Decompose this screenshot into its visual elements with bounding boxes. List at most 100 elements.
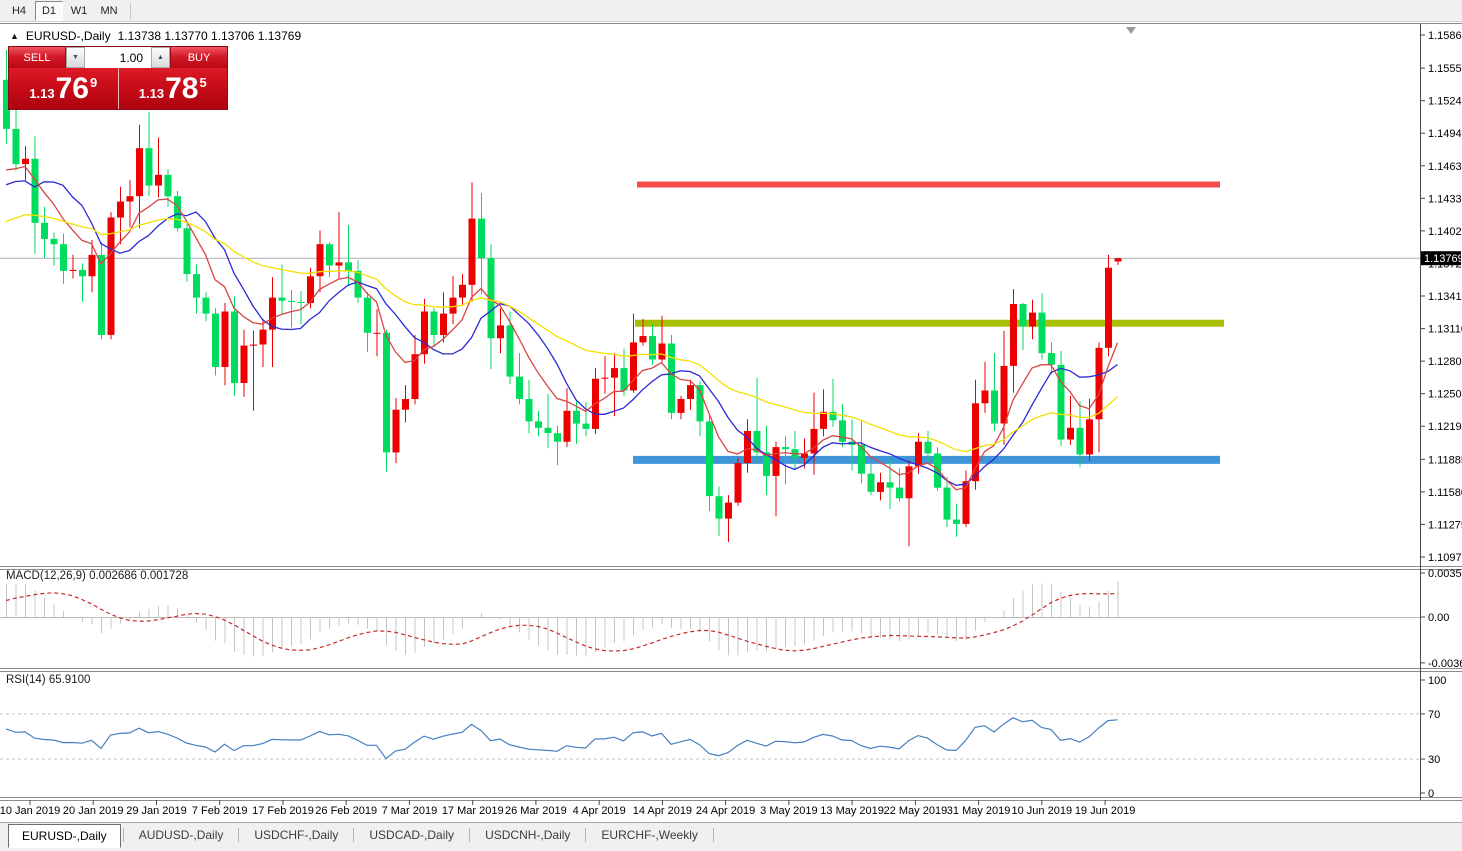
chart-shift-icon[interactable] — [1126, 27, 1136, 34]
sell-price-sup: 9 — [89, 75, 98, 90]
sell-price-big: 76 — [55, 71, 89, 105]
horizontal-level-lines[interactable] — [633, 181, 1224, 464]
price-axis-label: 1.14940 — [1428, 128, 1462, 140]
buy-price-sup: 5 — [199, 75, 207, 90]
date-axis-label: 10 Jan 2019 — [0, 805, 60, 817]
chart-tab-eurchfweekly[interactable]: EURCHF-,Weekly — [601, 828, 698, 842]
ma-line-slow — [5, 214, 1118, 453]
buy-price-display[interactable]: 1.13 78 5 — [119, 68, 228, 109]
macd-signal-line — [5, 592, 1118, 652]
current-price-badge — [1421, 251, 1461, 266]
rsi-pane — [0, 713, 1420, 760]
date-axis-label: 17 Feb 2019 — [252, 805, 314, 817]
chart-tab-usdcaddaily[interactable]: USDCAD-,Daily — [369, 828, 455, 842]
tab-divider — [585, 828, 587, 842]
chart-header: ▲ EURUSD-,Daily 1.13738 1.13770 1.13706 … — [10, 29, 301, 43]
ma-line-fast — [5, 180, 1118, 486]
tab-divider — [238, 828, 240, 842]
rsi-axis-label: 100 — [1428, 675, 1446, 687]
price-axis[interactable]: 1.15860 1.15550 1.15245 1.14940 1.14635 1.143… — [1420, 30, 1462, 564]
timeframe-button-mn[interactable]: MN — [100, 4, 118, 17]
price-axis-label: 1.14635 — [1428, 161, 1462, 173]
price-axis-label: 1.14025 — [1428, 226, 1462, 238]
price-axis-label: 1.15245 — [1428, 96, 1462, 108]
ma-line-medium — [5, 165, 1119, 491]
date-axis-label: 4 Apr 2019 — [573, 805, 626, 817]
price-axis-label: 1.11275 — [1428, 519, 1462, 531]
buy-price-big: 78 — [165, 71, 199, 105]
macd-axis-label: -0.00367 — [1428, 658, 1462, 670]
chart-tab-usdchfdaily[interactable]: USDCHF-,Daily — [254, 828, 339, 842]
svg-text:1.13769: 1.13769 — [1424, 253, 1462, 265]
chart-tab-audusddaily[interactable]: AUDUSD-,Daily — [138, 828, 224, 842]
date-axis-label: 26 Feb 2019 — [315, 805, 377, 817]
rsi-axis-label: 0 — [1428, 788, 1434, 800]
timeframe-button-h4[interactable]: H4 — [11, 4, 27, 17]
date-axis-label: 17 Mar 2019 — [442, 805, 504, 817]
price-axis-label: 1.11885 — [1428, 454, 1462, 466]
sell-button[interactable]: SELL — [9, 47, 65, 68]
date-axis-label: 7 Mar 2019 — [382, 805, 438, 817]
rsi-line — [5, 717, 1118, 760]
date-axis-label: 31 May 2019 — [947, 805, 1011, 817]
price-axis-label: 1.13415 — [1428, 291, 1462, 303]
date-axis-label: 10 Jun 2019 — [1012, 805, 1073, 817]
date-axis-label: 29 Jan 2019 — [126, 805, 187, 817]
volume-increase-button[interactable]: ▲ — [151, 47, 170, 68]
chart-tab-eurusddaily[interactable]: EURUSD-,Daily — [8, 824, 121, 848]
date-axis-label: 19 Jun 2019 — [1075, 805, 1136, 817]
date-axis-label: 13 May 2019 — [820, 805, 884, 817]
sell-price-prefix: 1.13 — [29, 86, 55, 101]
one-click-collapse-icon[interactable]: ▲ — [10, 31, 19, 41]
price-axis-label: 1.11580 — [1428, 487, 1462, 499]
price-axis-label: 1.12195 — [1428, 421, 1462, 433]
tab-divider — [122, 828, 124, 842]
date-axis-label: 24 Apr 2019 — [696, 805, 755, 817]
macd-axis-label: 0.00 — [1428, 612, 1449, 624]
price-axis-label: 1.14330 — [1428, 193, 1462, 205]
date-axis[interactable]: 10 Jan 2019 20 Jan 2019 29 Jan 2019 7 Feb 2… — [0, 800, 1135, 817]
price-axis-label: 1.12500 — [1428, 389, 1462, 401]
chart-window: 1.15860 1.15550 1.15245 1.14940 1.14635 1.143… — [0, 22, 1462, 822]
tab-divider — [469, 828, 471, 842]
rsi-indicator-label: RSI(14) 65.9100 — [6, 674, 91, 686]
timeframe-toolbar: H4 D1 W1 MN — [0, 0, 1462, 22]
rsi-axis: 100 70 30 0 — [1420, 675, 1446, 800]
tab-divider — [712, 828, 714, 842]
price-chart-canvas[interactable]: 1.15860 1.15550 1.15245 1.14940 1.14635 1.143… — [0, 22, 1462, 822]
buy-price-prefix: 1.13 — [138, 86, 165, 101]
date-axis-label: 7 Feb 2019 — [192, 805, 248, 817]
price-axis-label: 1.15550 — [1428, 63, 1462, 75]
timeframe-button-w1[interactable]: W1 — [70, 4, 88, 17]
one-click-trading-panel: SELL ▼ 1.00 ▲ BUY 1.13 76 9 1.13 78 5 — [8, 46, 228, 110]
timeframe-button-d1[interactable]: D1 — [35, 0, 63, 21]
macd-axis: 0.003518 0.00 -0.00367 — [1420, 568, 1462, 670]
rsi-axis-label: 70 — [1428, 709, 1440, 721]
chart-symbol-title: EURUSD-,Daily — [25, 29, 111, 43]
macd-indicator-label: MACD(12,26,9) 0.002686 0.001728 — [6, 570, 189, 582]
volume-decrease-button[interactable]: ▼ — [66, 47, 85, 68]
moving-averages — [5, 165, 1119, 491]
macd-pane — [0, 581, 1420, 657]
sell-price-display[interactable]: 1.13 76 9 — [9, 68, 119, 109]
rsi-axis-label: 30 — [1428, 754, 1440, 766]
date-axis-label: 3 May 2019 — [760, 805, 817, 817]
price-axis-label: 1.12805 — [1428, 356, 1462, 368]
toolbar-divider — [130, 2, 131, 19]
candlesticks — [3, 49, 1122, 547]
date-axis-label: 22 May 2019 — [884, 805, 948, 817]
chart-tab-usdcnhdaily[interactable]: USDCNH-,Daily — [485, 828, 571, 842]
volume-input[interactable]: 1.00 — [119, 50, 143, 65]
date-axis-label: 14 Apr 2019 — [633, 805, 692, 817]
macd-axis-label: 0.003518 — [1428, 568, 1462, 580]
price-axis-label: 1.15860 — [1428, 30, 1462, 42]
volume-spinner: ▼ 1.00 ▲ — [65, 47, 171, 68]
buy-button[interactable]: BUY — [171, 47, 227, 68]
price-axis-label: 1.10970 — [1428, 552, 1462, 564]
chart-ohlc-values: 1.13738 1.13770 1.13706 1.13769 — [117, 29, 302, 43]
symbol-tab-bar: EURUSD-,Daily AUDUSD-,Daily USDCHF-,Daily U… — [0, 822, 1462, 851]
tab-divider — [353, 828, 355, 842]
price-axis-label: 1.13110 — [1428, 324, 1462, 336]
date-axis-label: 26 Mar 2019 — [505, 805, 567, 817]
